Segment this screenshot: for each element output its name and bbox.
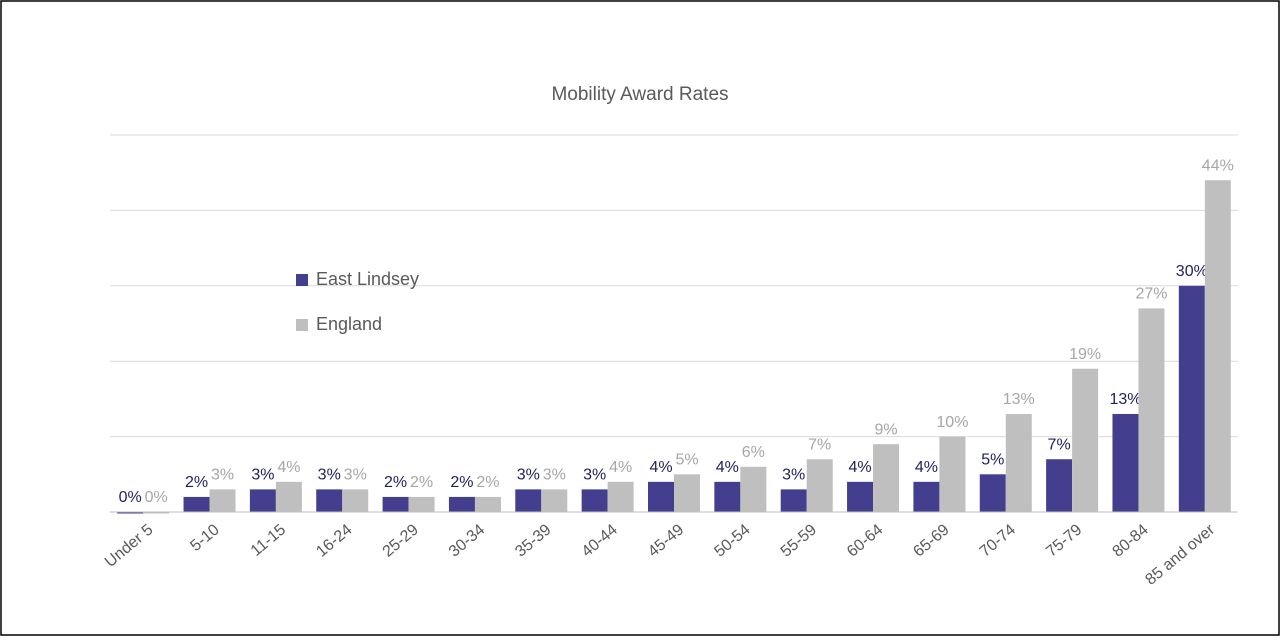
data-label: 3% — [251, 467, 274, 484]
data-label: 19% — [1069, 346, 1101, 363]
bar — [780, 489, 807, 512]
data-label: 5% — [981, 452, 1004, 469]
data-label: 30% — [1176, 263, 1208, 280]
bar — [541, 489, 568, 512]
data-label: 9% — [874, 421, 897, 438]
bar — [183, 496, 210, 512]
bar — [1005, 413, 1032, 512]
data-label: 44% — [1202, 157, 1234, 174]
data-label: 4% — [649, 459, 672, 476]
bar — [581, 489, 608, 512]
data-label: 0% — [119, 489, 142, 506]
data-label: 27% — [1135, 286, 1167, 303]
legend-label: East Lindsey — [316, 269, 419, 289]
data-label: 13% — [1109, 391, 1141, 408]
bar — [740, 466, 767, 512]
bar — [342, 489, 369, 512]
data-label: 4% — [277, 459, 300, 476]
bar — [1204, 180, 1231, 513]
bar — [979, 474, 1006, 512]
data-label: 7% — [1048, 436, 1071, 453]
data-label: 3% — [517, 467, 540, 484]
legend-swatch — [296, 319, 308, 331]
data-label: 0% — [145, 489, 168, 506]
data-label: 4% — [609, 459, 632, 476]
bar — [1178, 285, 1205, 512]
bar — [143, 512, 170, 514]
legend-swatch — [296, 274, 308, 286]
data-label: 13% — [1003, 391, 1035, 408]
bar — [408, 496, 435, 512]
bar — [209, 489, 236, 512]
bar — [275, 481, 302, 512]
data-label: 2% — [410, 474, 433, 491]
bar — [648, 481, 674, 512]
data-label: 3% — [583, 467, 606, 484]
bar — [674, 474, 700, 512]
bar — [913, 481, 940, 512]
bar — [939, 436, 966, 512]
bar — [1072, 368, 1099, 512]
bar — [714, 481, 741, 512]
bar — [382, 496, 409, 512]
data-label: 6% — [742, 444, 765, 461]
bar — [873, 444, 900, 512]
data-label: 2% — [450, 474, 473, 491]
bar — [1112, 413, 1139, 512]
data-label: 2% — [384, 474, 407, 491]
data-label: 3% — [318, 467, 341, 484]
data-label: 3% — [344, 467, 367, 484]
bar — [448, 496, 475, 512]
data-label: 4% — [915, 459, 938, 476]
data-label: 4% — [848, 459, 871, 476]
bar — [515, 489, 542, 512]
bar — [847, 481, 874, 512]
data-label: 2% — [476, 474, 499, 491]
bar — [316, 489, 343, 512]
data-label: 4% — [716, 459, 739, 476]
bar — [117, 512, 144, 514]
data-label: 3% — [211, 467, 234, 484]
bar — [806, 459, 833, 512]
chart-title: Mobility Award Rates — [551, 84, 728, 105]
data-label: 3% — [543, 467, 566, 484]
bar — [607, 481, 634, 512]
bar — [249, 489, 276, 512]
legend-label: England — [316, 314, 382, 334]
data-label: 7% — [808, 436, 831, 453]
data-label: 2% — [185, 474, 208, 491]
data-label: 10% — [936, 414, 968, 431]
bar — [1046, 459, 1073, 512]
data-label: 3% — [782, 467, 805, 484]
bar — [474, 496, 501, 512]
bar — [1138, 308, 1165, 512]
data-label: 5% — [675, 452, 698, 469]
